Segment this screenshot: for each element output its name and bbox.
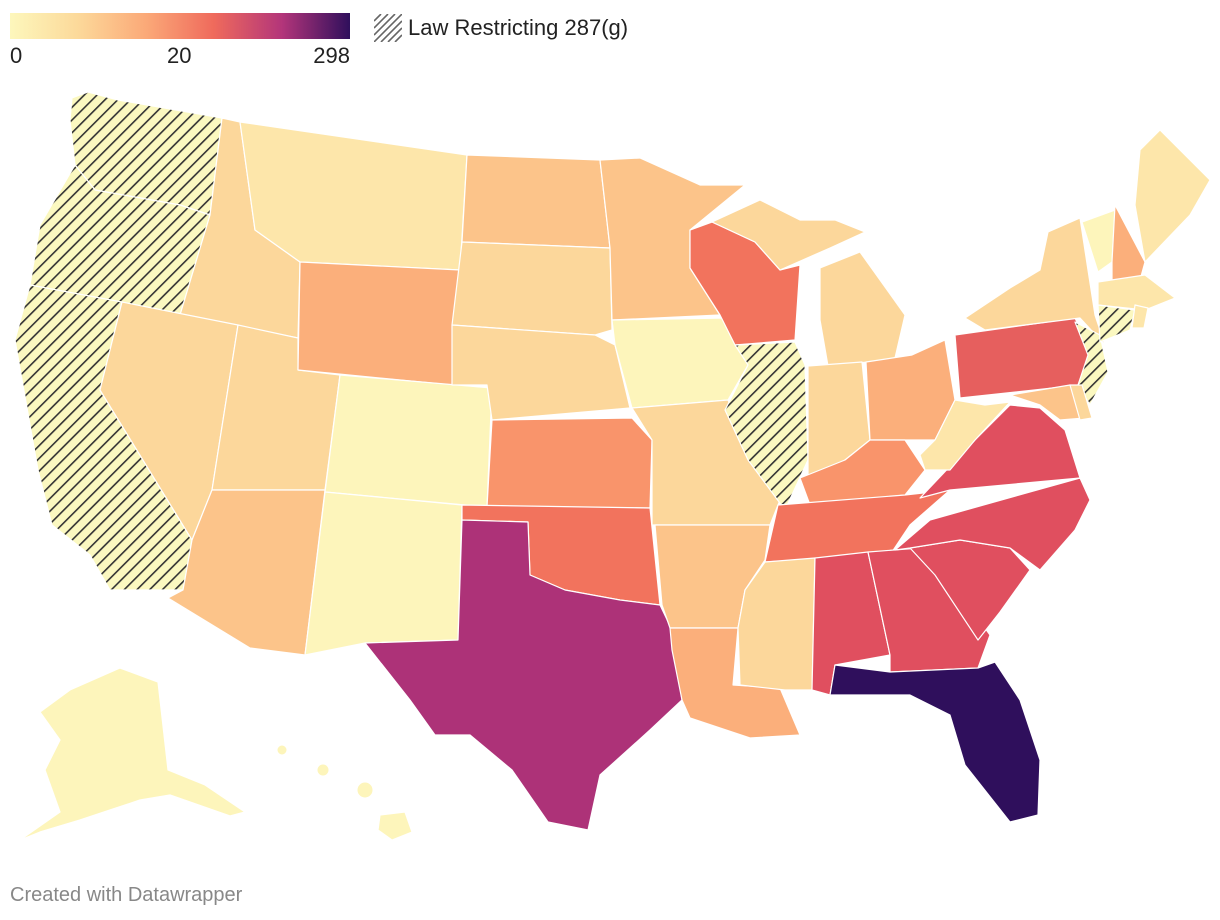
state-new-mexico[interactable] — [304, 491, 463, 656]
state-north-carolina[interactable] — [894, 477, 1091, 571]
legend-tick-max: 298 — [313, 43, 350, 68]
state-south-dakota[interactable] — [451, 241, 613, 336]
state-new-york[interactable] — [964, 217, 1106, 346]
state-texas[interactable] — [364, 519, 683, 831]
state-hawaii-island-oahu[interactable] — [316, 763, 330, 777]
state-michigan-upper[interactable] — [711, 199, 866, 271]
state-nebraska[interactable] — [451, 324, 631, 421]
state-kansas[interactable] — [486, 417, 653, 509]
state-hawaii-island-kauai[interactable] — [276, 744, 288, 756]
color-gradient-bar — [10, 13, 350, 39]
pattern-legend: Law Restricting 287(g) — [374, 14, 628, 42]
color-scale-legend: 0 20 298 — [10, 13, 350, 68]
state-louisiana[interactable] — [669, 627, 801, 739]
state-michigan[interactable] — [819, 251, 906, 367]
state-delaware[interactable] — [1069, 384, 1093, 421]
state-hawaii[interactable] — [377, 811, 413, 841]
state-north-dakota[interactable] — [461, 154, 611, 249]
state-wyoming[interactable] — [297, 261, 461, 386]
credit-text: Created with Datawrapper — [10, 884, 243, 906]
legend-tick-min: 0 — [10, 43, 23, 68]
state-connecticut[interactable] — [1097, 304, 1136, 343]
state-alaska[interactable] — [19, 667, 246, 841]
state-hawaii-island-maui[interactable] — [356, 781, 374, 799]
state-massachusetts[interactable] — [1097, 274, 1176, 311]
legend-tick-mid: 20 — [167, 43, 192, 68]
state-rhode-island[interactable] — [1131, 304, 1149, 329]
us-state-map — [14, 91, 1211, 841]
hatch-swatch-icon — [374, 14, 402, 42]
state-colorado[interactable] — [324, 374, 493, 508]
state-maine[interactable] — [1134, 129, 1211, 263]
state-west-virginia[interactable] — [919, 399, 1011, 471]
state-maryland[interactable] — [1009, 384, 1086, 421]
state-florida[interactable] — [829, 661, 1041, 823]
pattern-legend-label: Law Restricting 287(g) — [408, 15, 629, 40]
